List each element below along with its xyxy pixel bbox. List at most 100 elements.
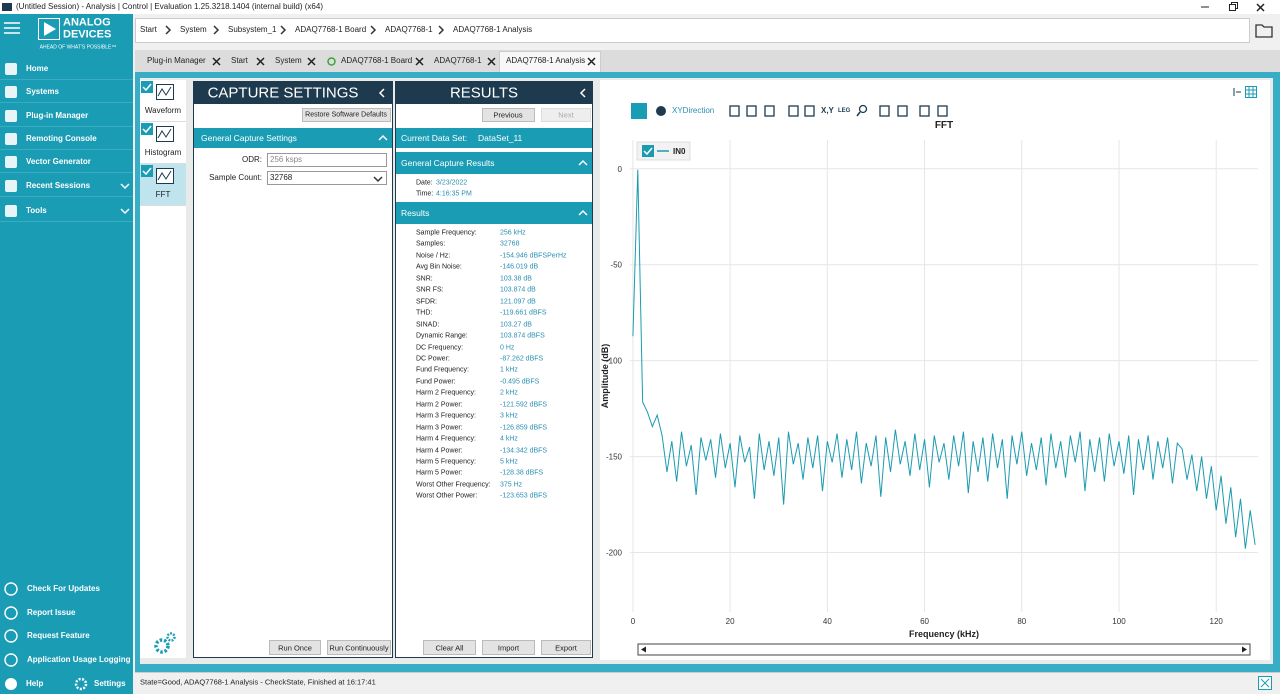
button-label[interactable]: Import [497,642,520,652]
close-icon[interactable] [587,57,596,66]
row-value: -126.859 dBFS [500,424,548,432]
tab[interactable]: Plug-in Manager [147,56,206,65]
active-tab [499,51,601,72]
nav-label[interactable]: Recent Sessions [26,181,91,190]
nav-item[interactable] [0,175,133,197]
close-icon[interactable] [212,57,221,66]
nav-label[interactable]: Check For Updates [27,584,100,593]
button-label[interactable]: Export [555,642,577,652]
tool[interactable] [803,104,815,118]
row-label: DC Frequency: [416,344,464,351]
button[interactable] [327,640,391,655]
close-icon[interactable] [415,57,424,66]
breadcrumb-item[interactable]: ADAQ7768-1 Analysis [453,25,533,34]
breadcrumb-item[interactable]: Start [140,25,157,34]
view-check[interactable] [141,165,153,177]
nav-item[interactable] [0,128,133,150]
button-label[interactable]: Run Once [278,642,312,652]
close-icon[interactable] [256,57,265,66]
tool-label[interactable]: XYDirection [672,106,715,115]
nav-label[interactable]: Remoting Console [26,134,97,143]
row-value: 5 kHz [500,458,518,466]
button[interactable] [482,640,535,655]
row-label: SINAD: [416,321,440,329]
tool[interactable] [787,104,799,118]
tool[interactable] [896,104,908,118]
tool[interactable] [918,104,930,118]
nav-item[interactable] [0,105,133,127]
nav-label[interactable]: Request Feature [27,631,90,640]
nav-item[interactable] [0,58,133,80]
button[interactable] [541,640,591,655]
minimize[interactable] [1200,2,1210,12]
nav-label[interactable]: Vector Generator [26,157,91,166]
help[interactable]: Help [26,679,44,688]
close-icon[interactable] [307,57,316,66]
button[interactable] [269,640,321,655]
tool[interactable] [745,104,757,118]
row-label: Harm 3 Frequency: [416,412,476,420]
nav-label[interactable]: Report Issue [27,608,76,617]
close-icon[interactable] [487,57,496,66]
tab[interactable]: ADAQ7768-1 Board [341,56,413,65]
nav-label[interactable]: Home [26,64,49,73]
row-value: -154.946 dBFSPerHz [500,252,567,260]
view-label: FFT [155,190,171,199]
breadcrumb-item[interactable]: ADAQ7768-1 Board [295,25,367,34]
tool[interactable] [878,104,890,118]
button-label[interactable]: Run Continuously [329,642,389,652]
nav-label[interactable]: Plug-in Manager [26,111,89,120]
button-label[interactable]: Previous [493,110,523,120]
scrollbar[interactable] [637,643,1251,656]
tool[interactable] [1245,86,1257,98]
field-value[interactable]: 256 ksps [270,155,303,164]
field-input[interactable] [267,153,387,167]
button-label: Next [558,110,574,120]
tool-label[interactable]: X,Y [821,106,834,115]
tab[interactable]: System [275,56,302,65]
nav-item[interactable] [0,151,133,173]
tool-label[interactable]: LEG [838,108,851,114]
nav-label[interactable]: Application Usage Logging [27,655,131,664]
button[interactable] [482,108,535,122]
close-icon[interactable] [1256,3,1265,12]
section-bar [396,202,592,224]
button-label[interactable]: Restore Software Defaults [305,111,387,119]
y-tick-label: -50 [610,261,622,270]
restore[interactable] [1228,2,1238,12]
gear[interactable] [151,631,177,657]
tool[interactable] [728,104,740,118]
menu-button[interactable] [4,21,20,35]
button[interactable] [423,640,476,655]
tagline: AHEAD OF WHAT'S POSSIBLE™ [39,44,117,51]
row-label: Harm 4 Frequency: [416,435,476,443]
view-check[interactable] [141,81,153,93]
settings[interactable]: Settings [94,679,126,688]
nav-item[interactable] [0,81,133,103]
tool[interactable] [936,104,948,118]
button[interactable] [302,108,391,122]
title-bar [0,0,1280,14]
tool-selected[interactable] [631,103,647,119]
legend-check[interactable] [642,145,654,157]
button-label[interactable]: Clear All [435,642,464,652]
field-value[interactable]: 32768 [270,173,293,182]
tool[interactable] [856,104,868,118]
tab[interactable]: ADAQ7768-1 [434,56,482,65]
section-title: Results [401,207,430,218]
view-check[interactable] [141,123,153,135]
breadcrumb-item[interactable]: System [180,25,207,34]
tool[interactable] [1232,87,1242,97]
tab[interactable]: Start [231,56,248,65]
tool[interactable] [763,104,775,118]
nav-label[interactable]: Systems [26,87,59,96]
breadcrumb-item[interactable]: ADAQ7768-1 [385,25,433,34]
y-tick-label: -200 [606,549,623,558]
folder-button[interactable] [1255,21,1275,39]
tab[interactable]: ADAQ7768-1 Analysis [506,56,586,65]
breadcrumb-item[interactable]: Subsystem_1 [228,25,277,34]
tool[interactable] [655,104,667,118]
nav-item[interactable] [0,200,133,222]
nav-label[interactable]: Tools [26,206,47,215]
field-input[interactable] [267,171,387,185]
